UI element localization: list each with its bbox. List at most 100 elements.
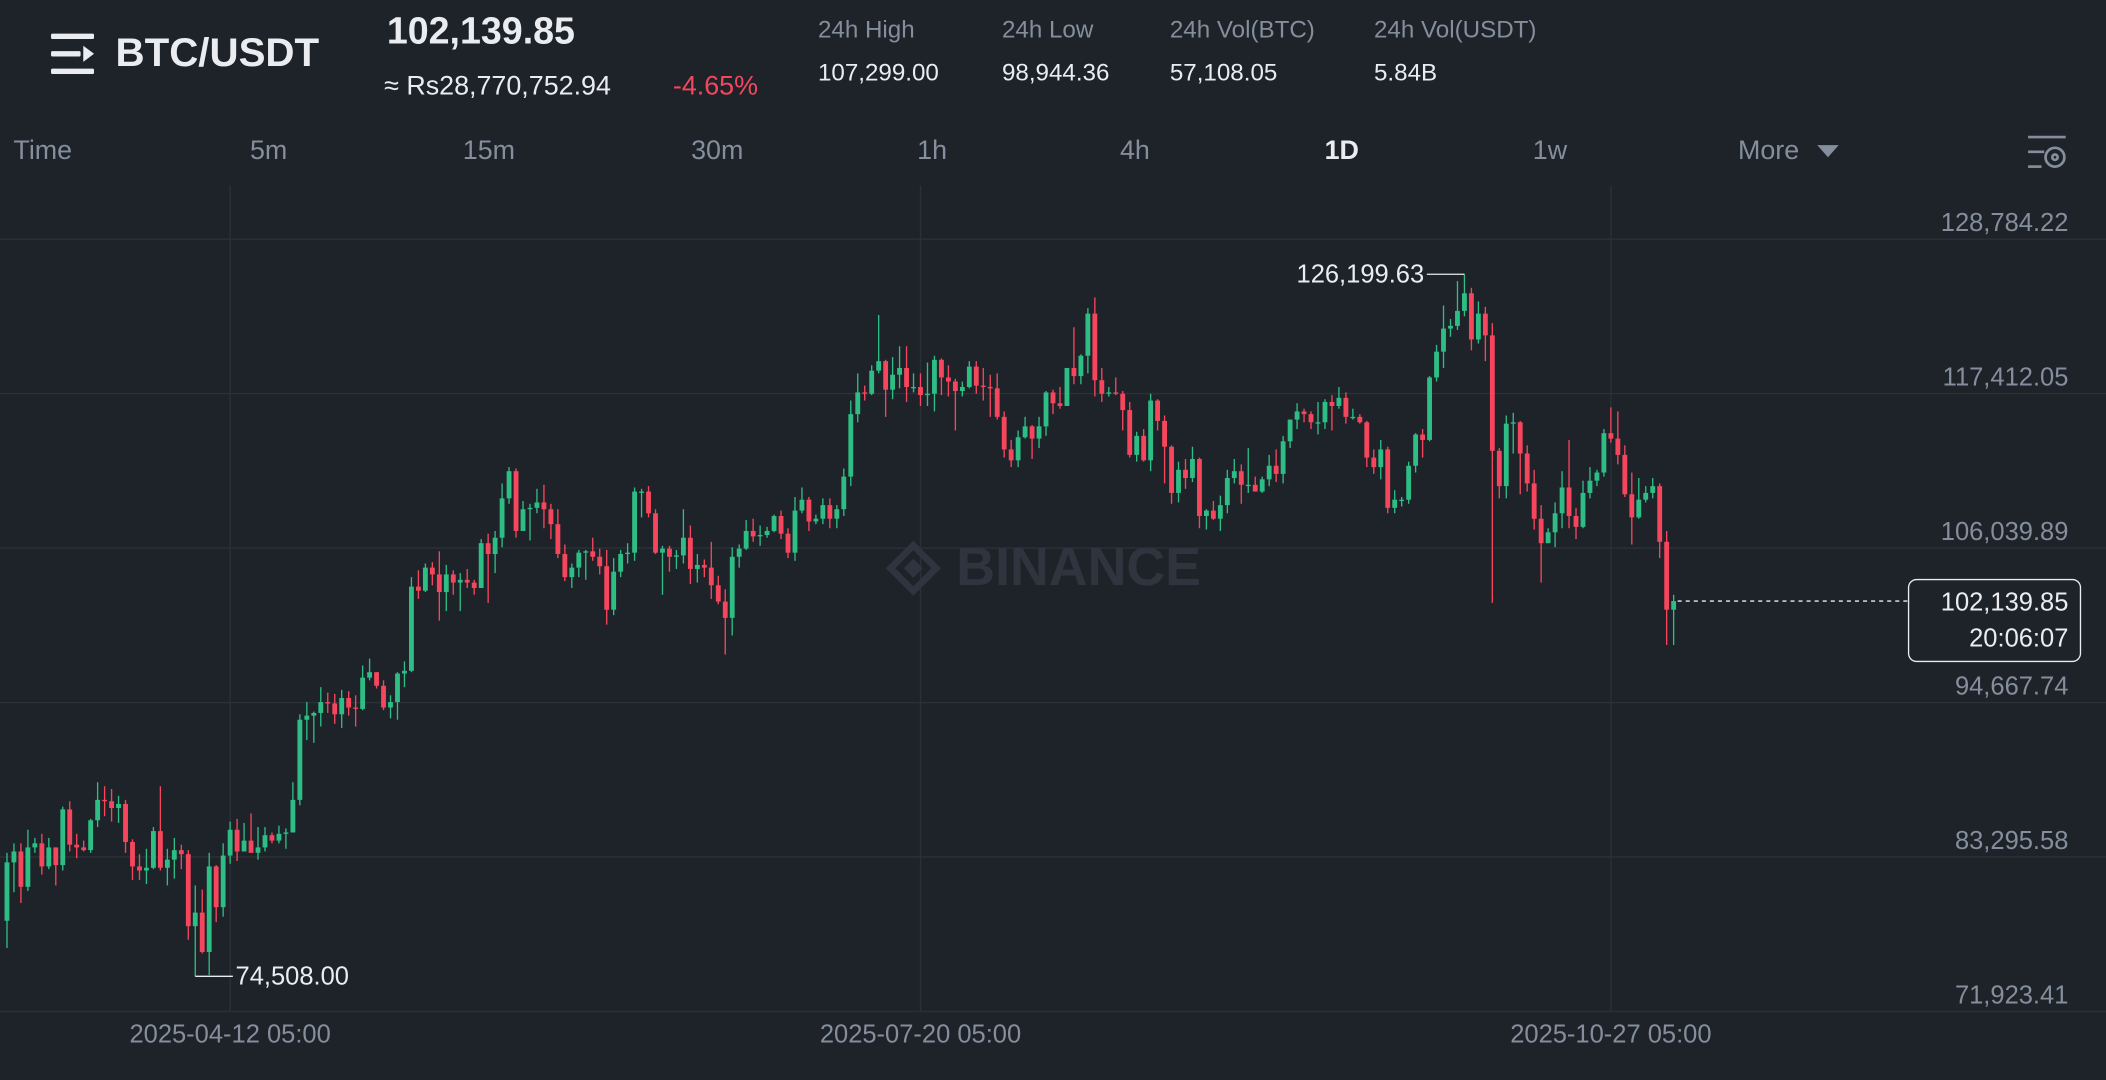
- candle-body: [1587, 480, 1593, 493]
- candle-body: [429, 567, 435, 575]
- timeframe-tab[interactable]: Time: [13, 135, 72, 165]
- candle-body: [102, 799, 108, 802]
- candle-body: [1664, 541, 1670, 610]
- candle-body: [939, 359, 944, 378]
- candle-body: [1134, 435, 1140, 455]
- candle-body: [290, 799, 296, 833]
- timeframe-tab[interactable]: 1h: [917, 135, 947, 165]
- candle-body: [213, 866, 219, 908]
- candle-body: [241, 840, 247, 852]
- candle-body: [757, 535, 763, 537]
- candle-body: [680, 537, 686, 556]
- candle-body: [911, 386, 916, 389]
- candle-body: [1036, 426, 1042, 439]
- candle-body: [1050, 392, 1056, 404]
- candle-body: [750, 530, 756, 537]
- timeframe-tab[interactable]: 4h: [1120, 135, 1150, 165]
- low-label: 74,508.00: [236, 962, 349, 990]
- candle-body: [1329, 401, 1335, 406]
- candle-body: [1482, 313, 1488, 336]
- candle-body: [569, 567, 575, 578]
- candle-body: [1141, 435, 1147, 461]
- candle-body: [611, 571, 617, 610]
- candle-body: [130, 841, 135, 867]
- candle-body: [367, 672, 373, 678]
- candle-body: [1301, 411, 1307, 415]
- candle-body: [450, 574, 456, 583]
- candle-body: [1127, 410, 1133, 455]
- candle-body: [234, 829, 240, 852]
- stat-label: 24h Low: [1002, 16, 1094, 43]
- candle-body: [764, 530, 770, 536]
- candle-body: [283, 832, 289, 834]
- candle-body: [311, 712, 317, 716]
- candle-body: [353, 707, 359, 709]
- timeframe-tab[interactable]: 30m: [691, 135, 743, 165]
- candle-body: [1022, 426, 1028, 438]
- candle-body: [1462, 293, 1467, 311]
- candle-body: [1545, 532, 1551, 544]
- pair-symbol[interactable]: BTC/USDT: [116, 30, 320, 75]
- candle-body: [1238, 471, 1244, 485]
- candle-body: [109, 801, 114, 809]
- stat-value: 57,108.05: [1170, 59, 1277, 86]
- candle-body: [1552, 513, 1558, 533]
- candle-body: [1197, 458, 1202, 517]
- watermark-text: BINANCE: [956, 537, 1201, 597]
- stat-value: 107,299.00: [818, 59, 939, 86]
- candle-body: [1371, 457, 1377, 468]
- timeframe-tab[interactable]: 1w: [1533, 135, 1568, 165]
- candle-body: [1573, 516, 1579, 527]
- timeframe-tab[interactable]: 5m: [250, 135, 287, 165]
- candle-body: [883, 361, 889, 390]
- candle-body: [918, 386, 923, 396]
- timeframe-tab[interactable]: 1D: [1325, 135, 1359, 165]
- candle-body: [869, 370, 875, 394]
- candle-body: [1092, 313, 1098, 381]
- candle-body: [436, 574, 442, 593]
- candle-body: [304, 715, 310, 720]
- candle-body: [1350, 416, 1356, 419]
- candle-body: [722, 601, 728, 618]
- x-tick-label: 2025-10-27 05:00: [1510, 1020, 1711, 1048]
- candle-body: [1455, 310, 1460, 326]
- candle-body: [1468, 293, 1474, 340]
- candle-body: [276, 833, 282, 841]
- candle-body: [562, 554, 568, 578]
- timeframe-tab[interactable]: 15m: [463, 135, 515, 165]
- candle-body: [18, 851, 24, 887]
- candle-body: [1322, 401, 1328, 423]
- candle-body: [701, 564, 707, 568]
- candle-body: [604, 566, 610, 610]
- candle-body: [548, 509, 554, 525]
- dropdown-arrow[interactable]: [1817, 145, 1839, 158]
- candle-body: [1496, 450, 1502, 487]
- candle-body: [890, 374, 896, 390]
- candle-body: [583, 551, 589, 553]
- candle-body: [1448, 325, 1453, 329]
- candle-body: [1517, 422, 1523, 454]
- candle-body: [60, 809, 66, 866]
- candle-body: [1399, 499, 1405, 502]
- timeframe-tab[interactable]: More: [1738, 135, 1799, 165]
- candle-body: [694, 564, 700, 569]
- candle-body: [443, 574, 449, 593]
- x-tick-label: 2025-07-20 05:00: [820, 1020, 1021, 1048]
- candle-body: [478, 543, 484, 588]
- candle-body: [402, 670, 407, 674]
- candle-body: [171, 850, 177, 860]
- candle-body: [81, 847, 87, 851]
- candle-body: [116, 803, 121, 809]
- candle-body: [269, 835, 275, 841]
- candle-body: [1029, 426, 1035, 439]
- stat-label: 24h Vol(BTC): [1170, 16, 1315, 43]
- candle-body: [1510, 422, 1516, 424]
- candle-body: [422, 567, 428, 591]
- settings-icon[interactable]: [2028, 135, 2066, 168]
- menu-icon[interactable]: [51, 33, 95, 74]
- candle-body: [297, 719, 303, 800]
- candle-body: [248, 840, 254, 853]
- candle-body: [1113, 392, 1119, 394]
- candle-body: [1643, 492, 1649, 500]
